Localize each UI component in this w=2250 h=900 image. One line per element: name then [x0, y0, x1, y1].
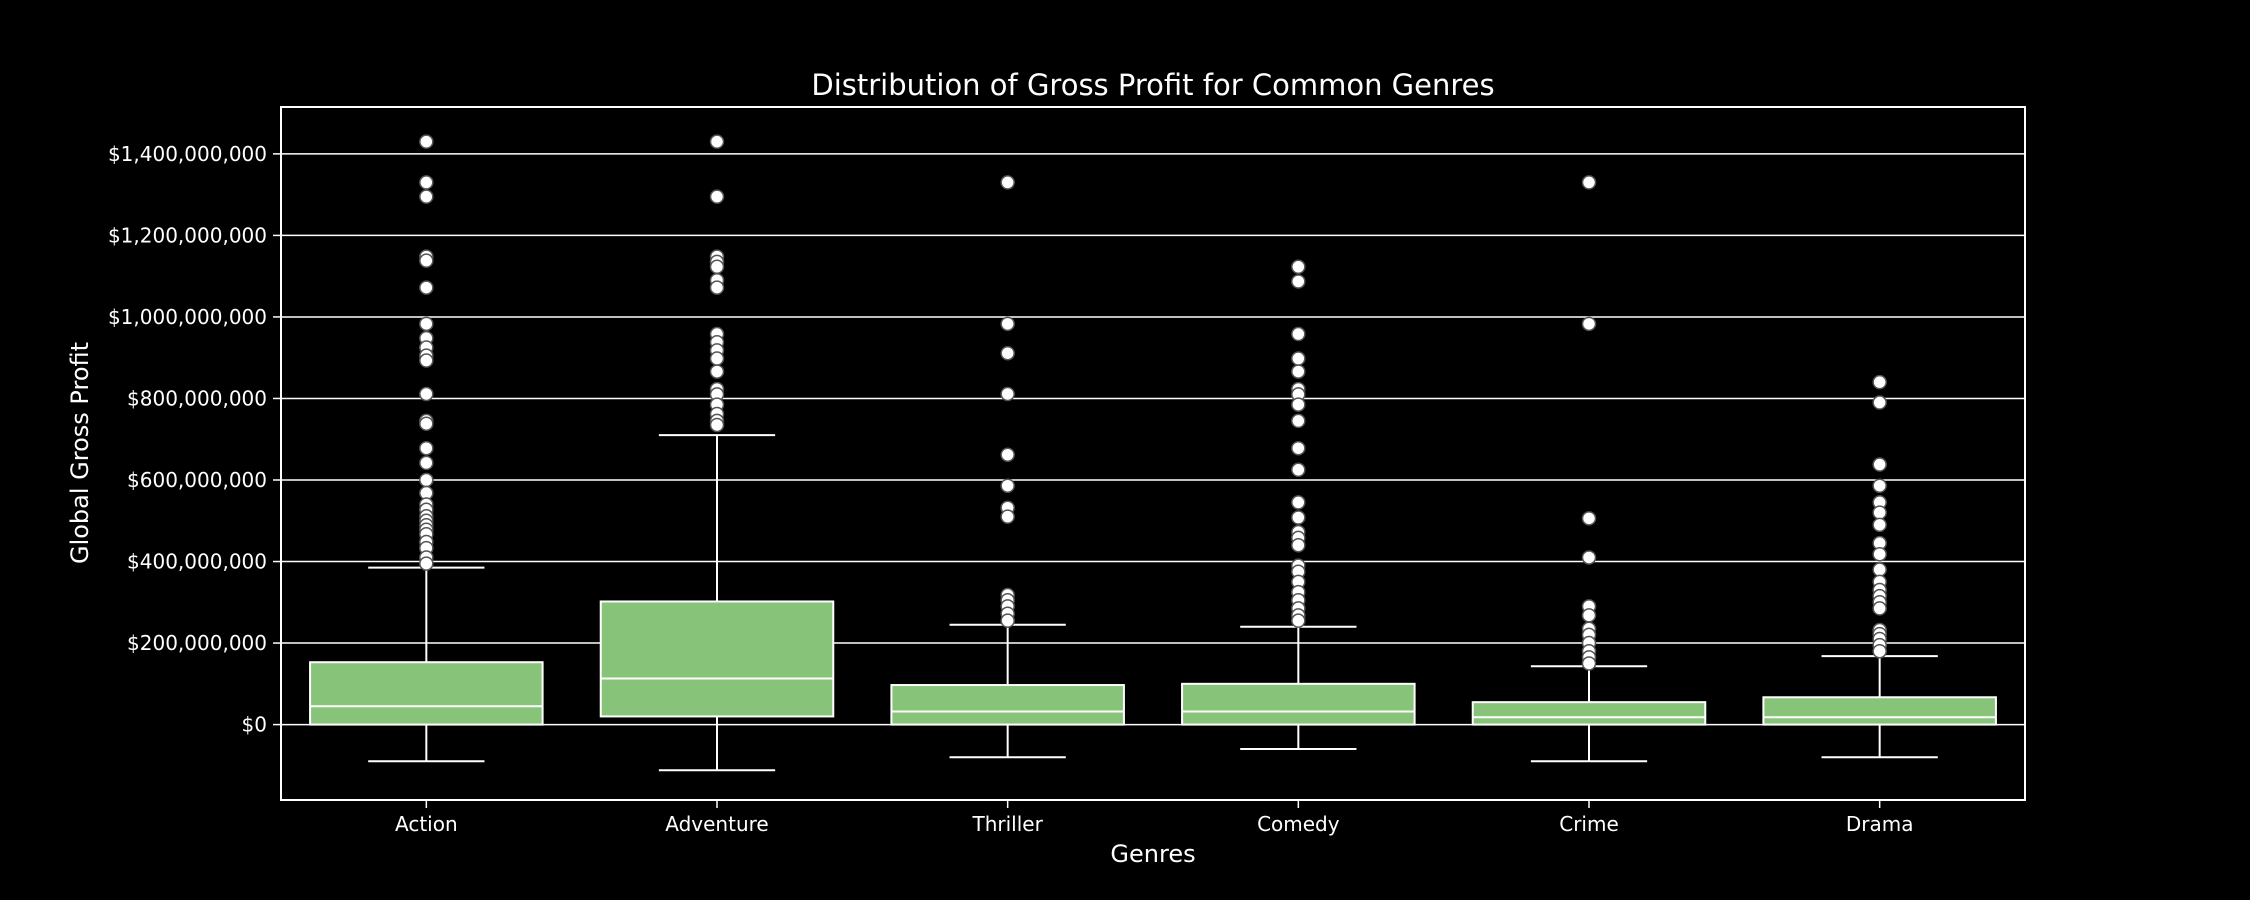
- outlier-point: [1872, 517, 1887, 533]
- iqr-box: [890, 684, 1125, 726]
- outlier-point: [1291, 397, 1306, 412]
- x-tick-label: Drama: [1846, 812, 1914, 836]
- outlier-point: [709, 134, 725, 149]
- outlier-point: [1000, 613, 1015, 628]
- outlier-point: [1291, 364, 1306, 379]
- outlier-point: [1291, 495, 1306, 510]
- x-axis-label: Genres: [1110, 840, 1195, 868]
- y-tick-label: $1,400,000,000: [108, 142, 267, 166]
- x-tick-label: Comedy: [1257, 812, 1340, 836]
- outlier-point: [709, 280, 725, 295]
- outlier-point: [1581, 656, 1597, 671]
- outlier-point: [419, 386, 434, 402]
- box-group-comedy: [1181, 259, 1416, 751]
- outlier-point: [1291, 462, 1306, 478]
- iqr-box: [599, 600, 835, 718]
- outlier-point: [419, 316, 434, 332]
- outlier-point: [1000, 386, 1015, 402]
- outlier-point: [1291, 440, 1306, 456]
- outlier-point: [1000, 447, 1015, 462]
- outlier-point: [1291, 351, 1306, 366]
- outlier-point: [1581, 316, 1597, 332]
- outlier-point: [419, 556, 434, 571]
- box-group-drama: [1762, 374, 1997, 759]
- iqr-box: [1471, 701, 1707, 726]
- grid-lines: [281, 153, 2025, 726]
- outlier-point: [1000, 175, 1015, 190]
- y-tick-label: $200,000,000: [127, 631, 267, 655]
- iqr-box: [309, 661, 544, 726]
- outlier-point: [1872, 395, 1887, 410]
- outlier-point: [1872, 601, 1887, 616]
- outlier-point: [419, 472, 434, 488]
- outlier-point: [1581, 608, 1597, 623]
- x-tick-label: Adventure: [665, 812, 768, 836]
- y-tick-label: $1,000,000,000: [108, 305, 267, 329]
- box-group-adventure: [599, 134, 835, 772]
- y-axis-ticks: $0 $200,000,000 $400,000,000 $600,000,000 $8…: [108, 142, 281, 737]
- y-axis-label: Global Gross Profit: [66, 342, 94, 564]
- outlier-point: [1581, 550, 1597, 565]
- outlier-point: [419, 134, 434, 149]
- outlier-point: [709, 259, 725, 275]
- outlier-point: [709, 189, 725, 204]
- y-tick-label: $800,000,000: [127, 386, 267, 410]
- x-axis-ticks: Action Adventure Thriller Comedy Crime Drama: [395, 800, 1913, 836]
- y-tick-label: $400,000,000: [127, 550, 267, 574]
- outlier-point: [709, 417, 725, 433]
- iqr-box: [1762, 696, 1997, 726]
- y-tick-label: $600,000,000: [127, 468, 267, 492]
- outlier-point: [419, 353, 434, 368]
- outlier-point: [1291, 537, 1306, 553]
- outlier-point: [419, 189, 434, 204]
- outlier-point: [1872, 505, 1887, 520]
- outlier-point: [1291, 510, 1306, 525]
- outlier-point: [1872, 457, 1887, 472]
- outlier-point: [419, 416, 434, 431]
- outlier-point: [1000, 316, 1015, 332]
- outlier-point: [1291, 259, 1306, 275]
- boxes-group: [309, 134, 1997, 772]
- x-tick-label: Thriller: [972, 812, 1044, 836]
- outlier-point: [419, 175, 434, 190]
- outlier-point: [1581, 511, 1597, 526]
- outlier-point: [419, 455, 434, 471]
- box-group-thriller: [890, 175, 1125, 759]
- outlier-point: [419, 280, 434, 295]
- outlier-point: [709, 364, 725, 379]
- outlier-point: [1872, 546, 1887, 562]
- box-group-crime: [1471, 175, 1707, 763]
- outlier-point: [1872, 478, 1887, 493]
- outlier-point: [1000, 478, 1015, 493]
- y-tick-label: $0: [242, 713, 267, 737]
- x-tick-label: Crime: [1559, 812, 1619, 836]
- outlier-point: [709, 351, 725, 366]
- outlier-point: [1872, 643, 1887, 659]
- y-tick-label: $1,200,000,000: [108, 223, 267, 247]
- outlier-point: [1872, 562, 1887, 577]
- outlier-point: [1000, 345, 1015, 361]
- outlier-point: [419, 440, 434, 456]
- outlier-point: [1581, 175, 1597, 190]
- box-group-action: [309, 134, 544, 763]
- outlier-point: [1291, 274, 1306, 289]
- outlier-point: [1291, 326, 1306, 342]
- outlier-point: [1291, 413, 1306, 429]
- x-tick-label: Action: [395, 812, 458, 836]
- outlier-point: [1000, 509, 1015, 524]
- outlier-point: [419, 253, 434, 268]
- outlier-point: [1291, 613, 1306, 628]
- plot-frame: [280, 106, 2026, 801]
- chart-title: Distribution of Gross Profit for Common …: [811, 68, 1494, 102]
- outlier-point: [1872, 374, 1887, 390]
- iqr-box: [1181, 682, 1416, 726]
